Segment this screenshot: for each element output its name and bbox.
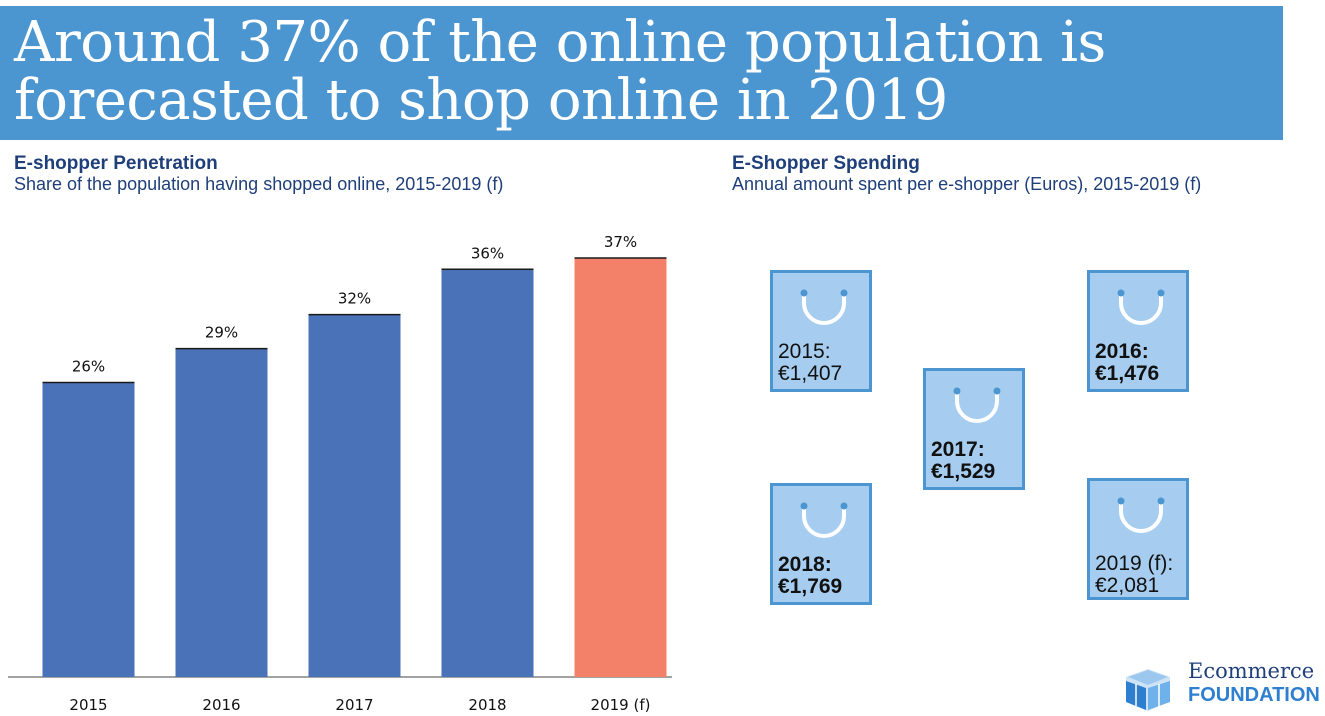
logo-cube-icon <box>1126 669 1170 711</box>
spending-title: E-Shopper Spending <box>732 153 920 174</box>
bar-2 <box>308 314 401 677</box>
spending-bag-2015: 2015: €1,407 <box>770 270 872 392</box>
title-banner: Around 37% of the online population is f… <box>0 6 1283 140</box>
bag-handle-icon <box>953 387 1001 423</box>
bag-handle-icon <box>800 502 848 538</box>
bag-handle-icon <box>800 289 848 325</box>
bar-4 <box>574 257 667 677</box>
data-label-3: 36% <box>471 244 504 262</box>
spending-bag-2016: 2016: €1,476 <box>1087 270 1189 392</box>
bag-amount: €1,769 <box>778 575 843 598</box>
bag-handle-icon <box>1117 497 1165 533</box>
x-tick-label-2: 2017 <box>335 696 373 714</box>
bag-year: 2019 (f): <box>1095 552 1174 575</box>
bag-amount: €1,529 <box>931 460 996 483</box>
penetration-title: E-shopper Penetration <box>14 153 218 174</box>
logo-text-line2: FOUNDATION <box>1188 684 1320 706</box>
bar-1 <box>175 348 268 677</box>
bag-handle-icon <box>1117 289 1165 325</box>
bag-year: 2016: <box>1095 340 1149 363</box>
bar-0 <box>42 382 135 677</box>
bar-3 <box>441 269 534 677</box>
bag-label: 2018: €1,769 <box>778 554 869 598</box>
ecommerce-foundation-logo: Ecommerce FOUNDATION <box>1118 655 1320 713</box>
bag-year: 2017: <box>931 438 985 461</box>
x-tick-label-1: 2016 <box>202 696 240 714</box>
spending-subtitle: Annual amount spent per e-shopper (Euros… <box>732 174 1202 194</box>
spending-bag-2017: 2017: €1,529 <box>923 368 1025 490</box>
logo-text-line1: Ecommerce <box>1188 659 1315 683</box>
bag-year: 2018: <box>778 553 832 576</box>
bag-amount: €1,407 <box>778 362 843 385</box>
spending-bag-2019: 2019 (f): €2,081 <box>1087 478 1189 600</box>
penetration-bar-chart: 26% 2015 29% 2016 32% 2017 36% 2018 37% 2019 (f) <box>8 233 672 714</box>
data-label-4: 37% <box>604 233 637 251</box>
penetration-subtitle: Share of the population having shopped o… <box>14 174 504 194</box>
x-tick-label-4: 2019 (f) <box>591 696 651 714</box>
data-label-1: 29% <box>205 324 238 342</box>
data-label-2: 32% <box>338 290 371 308</box>
bag-amount: €1,476 <box>1095 362 1160 385</box>
x-tick-label-0: 2015 <box>69 696 107 714</box>
bag-label: 2016: €1,476 <box>1095 341 1186 385</box>
spending-bag-2018: 2018: €1,769 <box>770 483 872 605</box>
data-label-0: 26% <box>72 358 105 376</box>
bag-year: 2015: <box>778 340 831 363</box>
page-title: Around 37% of the online population is f… <box>14 10 1106 133</box>
bag-label: 2015: €1,407 <box>778 341 869 385</box>
bag-label: 2017: €1,529 <box>931 439 1022 483</box>
bag-amount: €2,081 <box>1095 574 1160 597</box>
x-tick-label-3: 2018 <box>468 696 506 714</box>
bag-label: 2019 (f): €2,081 <box>1095 553 1186 597</box>
